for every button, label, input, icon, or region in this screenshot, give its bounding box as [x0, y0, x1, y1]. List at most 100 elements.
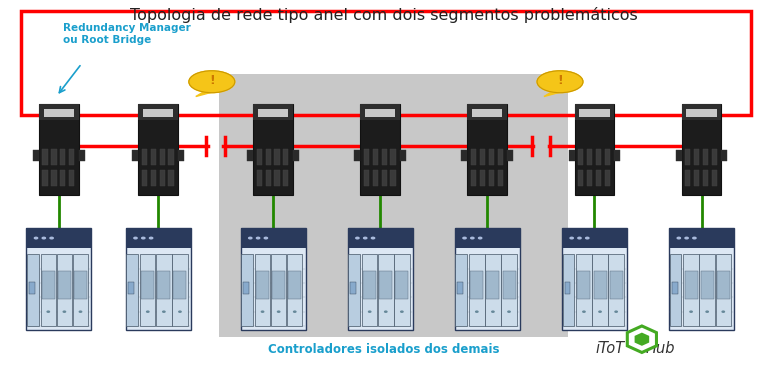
- FancyBboxPatch shape: [240, 228, 306, 248]
- Circle shape: [570, 237, 573, 239]
- FancyBboxPatch shape: [576, 254, 591, 326]
- Circle shape: [583, 311, 585, 312]
- Circle shape: [615, 311, 617, 312]
- FancyBboxPatch shape: [74, 271, 87, 300]
- FancyBboxPatch shape: [502, 254, 517, 326]
- FancyBboxPatch shape: [472, 109, 502, 117]
- FancyBboxPatch shape: [363, 271, 376, 300]
- FancyBboxPatch shape: [682, 104, 721, 195]
- FancyBboxPatch shape: [485, 254, 501, 326]
- FancyBboxPatch shape: [716, 254, 731, 326]
- FancyBboxPatch shape: [700, 254, 715, 326]
- Text: !: !: [557, 74, 563, 87]
- FancyBboxPatch shape: [60, 170, 65, 185]
- FancyBboxPatch shape: [700, 271, 713, 300]
- FancyBboxPatch shape: [257, 170, 262, 185]
- FancyBboxPatch shape: [694, 149, 700, 165]
- FancyBboxPatch shape: [243, 282, 249, 294]
- FancyBboxPatch shape: [458, 282, 463, 294]
- FancyBboxPatch shape: [684, 271, 697, 300]
- FancyBboxPatch shape: [563, 254, 574, 326]
- FancyBboxPatch shape: [168, 149, 174, 165]
- FancyBboxPatch shape: [669, 228, 734, 248]
- Circle shape: [50, 237, 53, 239]
- FancyBboxPatch shape: [272, 271, 285, 300]
- FancyBboxPatch shape: [348, 228, 412, 248]
- FancyBboxPatch shape: [41, 271, 55, 300]
- FancyBboxPatch shape: [348, 228, 412, 330]
- FancyBboxPatch shape: [258, 109, 288, 117]
- Circle shape: [685, 237, 688, 239]
- FancyBboxPatch shape: [255, 254, 270, 326]
- Circle shape: [189, 71, 235, 93]
- FancyBboxPatch shape: [390, 170, 396, 185]
- Circle shape: [690, 311, 692, 312]
- Circle shape: [141, 237, 145, 239]
- FancyBboxPatch shape: [564, 282, 571, 294]
- FancyBboxPatch shape: [360, 104, 400, 120]
- Circle shape: [471, 237, 474, 239]
- FancyBboxPatch shape: [29, 282, 35, 294]
- FancyBboxPatch shape: [382, 170, 387, 185]
- FancyBboxPatch shape: [498, 170, 503, 185]
- FancyBboxPatch shape: [372, 149, 378, 165]
- FancyBboxPatch shape: [220, 74, 568, 337]
- FancyBboxPatch shape: [44, 109, 74, 117]
- FancyBboxPatch shape: [396, 271, 409, 300]
- FancyBboxPatch shape: [266, 149, 271, 165]
- FancyBboxPatch shape: [160, 170, 165, 185]
- FancyBboxPatch shape: [350, 282, 356, 294]
- Circle shape: [42, 237, 45, 239]
- FancyBboxPatch shape: [266, 170, 271, 185]
- FancyBboxPatch shape: [703, 149, 708, 165]
- FancyBboxPatch shape: [672, 282, 677, 294]
- FancyBboxPatch shape: [372, 170, 378, 185]
- FancyBboxPatch shape: [253, 104, 293, 120]
- Circle shape: [63, 311, 65, 312]
- FancyBboxPatch shape: [594, 271, 607, 300]
- FancyBboxPatch shape: [502, 271, 515, 300]
- FancyBboxPatch shape: [274, 149, 280, 165]
- Circle shape: [369, 311, 371, 312]
- Text: Topologia de rede tipo anel com dois segmentos problemáticos: Topologia de rede tipo anel com dois seg…: [130, 7, 638, 23]
- FancyBboxPatch shape: [455, 228, 520, 330]
- FancyBboxPatch shape: [178, 150, 184, 161]
- FancyBboxPatch shape: [578, 149, 584, 165]
- FancyBboxPatch shape: [587, 170, 592, 185]
- FancyBboxPatch shape: [271, 254, 286, 326]
- FancyBboxPatch shape: [138, 104, 178, 195]
- FancyBboxPatch shape: [676, 150, 682, 161]
- FancyBboxPatch shape: [283, 170, 289, 185]
- FancyBboxPatch shape: [574, 104, 614, 195]
- FancyBboxPatch shape: [283, 149, 289, 165]
- Circle shape: [693, 237, 696, 239]
- FancyBboxPatch shape: [480, 170, 485, 185]
- FancyBboxPatch shape: [394, 254, 409, 326]
- Circle shape: [578, 237, 581, 239]
- Circle shape: [264, 237, 267, 239]
- FancyBboxPatch shape: [168, 170, 174, 185]
- FancyBboxPatch shape: [360, 104, 400, 195]
- FancyBboxPatch shape: [160, 149, 165, 165]
- FancyBboxPatch shape: [140, 254, 155, 326]
- FancyBboxPatch shape: [253, 104, 293, 195]
- FancyBboxPatch shape: [349, 254, 360, 326]
- FancyBboxPatch shape: [717, 271, 730, 300]
- FancyBboxPatch shape: [604, 170, 610, 185]
- Circle shape: [293, 311, 296, 312]
- FancyBboxPatch shape: [604, 149, 610, 165]
- FancyBboxPatch shape: [587, 149, 592, 165]
- FancyBboxPatch shape: [455, 228, 520, 248]
- FancyBboxPatch shape: [684, 254, 699, 326]
- FancyBboxPatch shape: [390, 149, 396, 165]
- FancyBboxPatch shape: [669, 228, 734, 330]
- FancyBboxPatch shape: [256, 271, 269, 300]
- Text: iToT: iToT: [596, 341, 625, 355]
- FancyBboxPatch shape: [614, 150, 621, 161]
- Circle shape: [261, 311, 263, 312]
- FancyBboxPatch shape: [156, 254, 171, 326]
- FancyBboxPatch shape: [468, 104, 507, 195]
- FancyBboxPatch shape: [26, 228, 91, 330]
- Circle shape: [478, 237, 482, 239]
- FancyBboxPatch shape: [240, 228, 306, 330]
